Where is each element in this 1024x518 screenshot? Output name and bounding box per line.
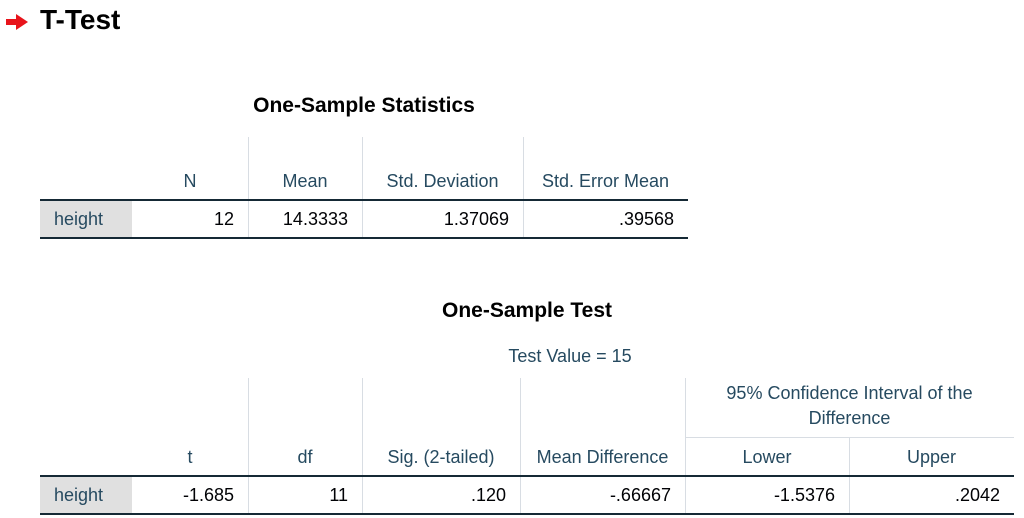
bottom-rule [40, 237, 688, 239]
cell-value: .39568 [523, 201, 688, 237]
arrow-icon [6, 14, 28, 30]
column-divider [523, 137, 524, 200]
bottom-rule [40, 513, 1014, 515]
cell-value: 12 [132, 201, 248, 237]
column-divider [849, 437, 850, 476]
header-rule [40, 475, 1014, 477]
column-header: Sig. (2-tailed) [387, 447, 495, 467]
span-divider [685, 437, 1014, 438]
cell-value: .2042 [849, 477, 1014, 513]
column-header: Upper [906, 447, 957, 467]
column-header: Lower [742, 447, 792, 467]
column-divider [520, 378, 521, 476]
cell-value: 11 [248, 477, 362, 513]
heading: T-Test [40, 4, 121, 35]
table-title: One-Sample Statistics [253, 94, 475, 117]
cell-value: -.66667 [520, 477, 685, 513]
column-divider [685, 378, 686, 476]
column-header: t [187, 447, 193, 467]
cell-value: .120 [362, 477, 520, 513]
column-divider [685, 477, 686, 513]
column-header: N [183, 171, 197, 191]
column-divider [362, 477, 363, 513]
row-label: height [40, 201, 132, 237]
column-divider [523, 201, 524, 237]
column-divider [362, 201, 363, 237]
column-divider [248, 201, 249, 237]
column-divider [248, 477, 249, 513]
row-label: height [40, 477, 132, 513]
test-value: Test Value = 15 [508, 346, 632, 366]
column-header: Mean Difference [536, 447, 669, 467]
column-header: Std. Error Mean [541, 171, 670, 191]
column-divider [849, 477, 850, 513]
cell-value: -1.5376 [685, 477, 849, 513]
table-title: One-Sample Test [442, 299, 612, 322]
span-header: 95% Confidence Interval of the Differenc… [726, 383, 973, 428]
cell-value: 1.37069 [362, 201, 523, 237]
column-divider [362, 378, 363, 476]
cell-value: 14.3333 [248, 201, 362, 237]
column-header: Std. Deviation [386, 171, 499, 191]
column-header: df [297, 447, 313, 467]
column-header: Mean [282, 171, 328, 191]
column-divider [248, 137, 249, 200]
cell-value: -1.685 [132, 477, 248, 513]
header-rule [40, 199, 688, 201]
column-divider [248, 378, 249, 476]
column-divider [520, 477, 521, 513]
column-divider [362, 137, 363, 200]
